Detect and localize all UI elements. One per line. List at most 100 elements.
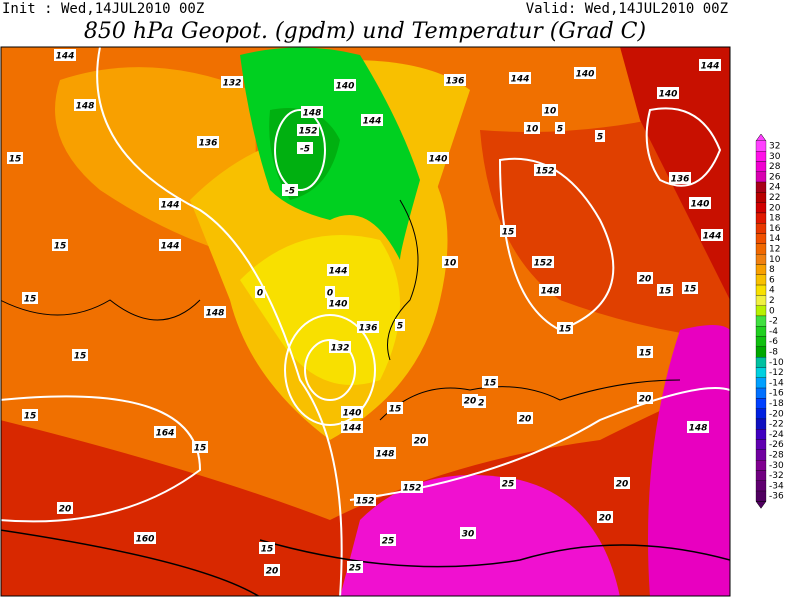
- contour-label-box: [427, 152, 449, 164]
- contour-label: 140: [429, 155, 448, 165]
- contour-label-box: [442, 256, 458, 268]
- contour-label-box: [460, 527, 476, 539]
- contour-label: 20: [59, 505, 72, 515]
- contour-label: 15: [684, 285, 697, 295]
- contour-label: 20: [639, 275, 652, 285]
- contour-label: 15: [74, 352, 87, 362]
- colorbar-label: 16: [769, 224, 781, 234]
- contour-label-box: [134, 532, 156, 544]
- contour-label: 144: [363, 117, 382, 127]
- colorbar-label: -8: [769, 348, 778, 358]
- colorbar-swatch: [755, 202, 767, 214]
- contour-label-box: [259, 542, 275, 554]
- contour-label-box: [509, 72, 531, 84]
- contour-label-box: [347, 561, 363, 573]
- contour-label: 144: [701, 62, 720, 72]
- colorbar-bottom-arrow: [755, 501, 767, 509]
- contour-label: 15: [502, 228, 515, 238]
- colorbar-swatch: [755, 171, 767, 183]
- colorbar-swatch: [755, 326, 767, 337]
- contour-label: 15: [261, 545, 274, 555]
- contour-label: 20: [616, 480, 629, 490]
- contour-label: 10: [544, 107, 557, 117]
- contour-label-box: [699, 59, 721, 71]
- contour-label: 15: [24, 295, 37, 305]
- contour-label: 160: [136, 535, 155, 545]
- colorbar-swatch: [755, 398, 767, 409]
- colorbar-swatch: [755, 418, 767, 430]
- contour-label-box: [395, 319, 405, 331]
- contour-label-box: [341, 406, 363, 418]
- contour-label-box: [204, 306, 226, 318]
- contour-label: 144: [161, 242, 180, 252]
- contour-label-box: [412, 434, 428, 446]
- colorbar-swatch: [755, 223, 767, 234]
- colorbar-label: -32: [769, 471, 784, 481]
- colorbar-swatch: [755, 253, 767, 265]
- map-frame: [0, 46, 731, 597]
- contour-label: 140: [576, 70, 595, 80]
- contour-label: 140: [691, 200, 710, 210]
- contour-label: 25: [502, 480, 515, 490]
- contour-label-box: [361, 114, 383, 126]
- contour-label-box: [327, 264, 349, 276]
- colorbar-label: -28: [769, 451, 784, 461]
- colorbar-label: -34: [769, 481, 784, 491]
- contour-label: 152: [534, 259, 553, 269]
- contour-label-box: [462, 394, 478, 406]
- contour-label: 20: [464, 397, 477, 407]
- contour-label-box: [387, 402, 403, 414]
- colorbar-label: 26: [769, 172, 781, 182]
- contour-label-box: [301, 106, 323, 118]
- contour-label: 15: [389, 405, 402, 415]
- colorbar-swatch: [755, 429, 767, 440]
- contour-label-box: [22, 292, 38, 304]
- colorbar-swatch: [755, 356, 767, 368]
- contour-label: 148: [303, 109, 322, 119]
- contour-label: 148: [76, 102, 95, 112]
- contour-label-box: [221, 76, 243, 88]
- contour-label-box: [482, 376, 498, 388]
- colorbar-swatch: [755, 233, 767, 245]
- contour-label: 0: [257, 289, 263, 299]
- contour-label-box: [334, 79, 356, 91]
- contour-label-box: [597, 511, 613, 523]
- colorbar-swatch: [755, 212, 767, 224]
- colorbar-label: 2: [769, 296, 775, 306]
- colorbar-label: -36: [769, 492, 784, 502]
- colorbar-swatch: [755, 243, 767, 255]
- contour-label: 140: [659, 90, 678, 100]
- map-title: 850 hPa Geopot. (gpdm) und Temperatur (G…: [84, 19, 646, 44]
- contour-label: 152: [356, 497, 375, 507]
- contour-label: 15: [639, 349, 652, 359]
- contour-label-box: [154, 426, 176, 438]
- contour-label-box: [637, 392, 653, 404]
- contour-label-box: [22, 409, 38, 421]
- colorbar-swatch: [755, 192, 767, 203]
- colorbar-swatch: [755, 459, 767, 471]
- contour-label: 132: [223, 79, 242, 89]
- colorbar-label: 14: [769, 234, 781, 244]
- colorbar-swatch: [755, 480, 767, 492]
- contour-label-box: [329, 341, 351, 353]
- contour-label-box: [689, 197, 711, 209]
- init-time: Init : Wed,14JUL2010 00Z: [2, 1, 204, 17]
- colorbar-swatch: [755, 284, 767, 296]
- colorbar-swatch: [755, 315, 767, 327]
- contour-label-box: [669, 172, 691, 184]
- colorbar-swatch: [755, 449, 767, 461]
- contour-label-box: [57, 502, 73, 514]
- contour-label-box: [325, 286, 335, 298]
- contour-label-box: [52, 239, 68, 251]
- colorbar-label: -10: [769, 358, 784, 368]
- contour-label: 132: [331, 344, 350, 354]
- contour-label: 15: [54, 242, 67, 252]
- colorbar-label: 20: [769, 203, 781, 213]
- colorbar-label: 8: [769, 265, 775, 275]
- contour-label: 20: [414, 437, 427, 447]
- contour-label-box: [595, 130, 605, 142]
- contour-label: 30: [462, 530, 475, 540]
- colorbar-swatch: [755, 439, 767, 450]
- colorbar-swatch: [755, 161, 767, 172]
- colorbar-swatch: [755, 387, 767, 399]
